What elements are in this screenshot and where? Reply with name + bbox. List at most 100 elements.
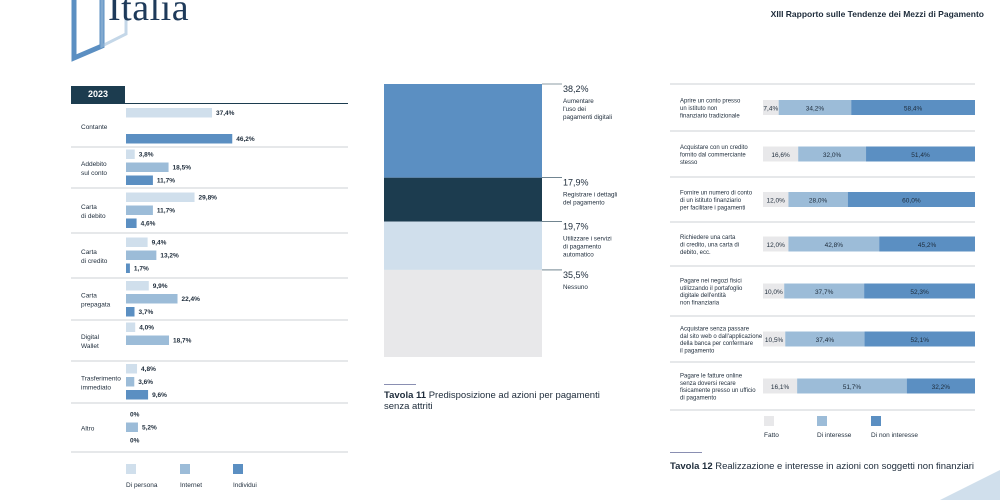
row-label: Acquistare con un credito bbox=[680, 145, 748, 151]
bar-value-label: 18,7% bbox=[173, 338, 192, 345]
bar-individui bbox=[126, 390, 149, 400]
legend-label: Di interesse bbox=[817, 432, 852, 439]
row-label: di credito, una carta di bbox=[680, 243, 739, 249]
caption-tavola-11: Tavola 11 Predisposizione ad azioni per … bbox=[384, 390, 604, 412]
bar-value-label: 11,7% bbox=[157, 178, 175, 185]
bar-value-label: 4,6% bbox=[141, 221, 156, 228]
legend-label: Internet bbox=[180, 482, 202, 489]
bar-internet bbox=[126, 335, 170, 345]
segment-label: Nessuno bbox=[563, 284, 588, 291]
bar-value-label: 11,7% bbox=[157, 208, 175, 215]
segment-value-label: 16,6% bbox=[771, 152, 790, 159]
stack-segment bbox=[384, 84, 542, 178]
segment-label: automatico bbox=[563, 252, 594, 259]
category-label: immediato bbox=[81, 385, 111, 392]
stack-segment bbox=[763, 192, 789, 207]
row-label: non finanziaria bbox=[680, 301, 720, 307]
row-label: fornito dal commerciante bbox=[680, 153, 746, 159]
row-label: della banca per confermare bbox=[680, 341, 754, 347]
italia-frame-graphic bbox=[71, 0, 128, 62]
segment-value-label: 10,0% bbox=[764, 289, 783, 296]
category-label: sul conto bbox=[81, 170, 107, 177]
segment-value-label: 38,2% bbox=[563, 84, 589, 94]
bar-individui bbox=[126, 307, 135, 317]
bar-value-label: 22,4% bbox=[182, 296, 201, 303]
category-label: Wallet bbox=[81, 343, 99, 350]
stack-segment bbox=[763, 331, 786, 347]
segment-value-label: 35,5% bbox=[563, 270, 589, 280]
row-label: finanziario tradizionale bbox=[680, 113, 740, 119]
bar-value-label: 0% bbox=[130, 438, 140, 445]
bar-value-label: 9,6% bbox=[152, 392, 167, 399]
segment-label: Registrare i dettagli bbox=[563, 192, 617, 199]
segment-label: l'uso dei bbox=[563, 106, 586, 113]
row-label: digitale dell'entità bbox=[680, 293, 727, 299]
category-label: Contante bbox=[81, 124, 108, 131]
row-label: di un istituto finanziario bbox=[680, 198, 742, 204]
segment-value-label: 52,1% bbox=[911, 337, 930, 344]
segment-value-label: 19,7% bbox=[563, 222, 589, 232]
row-label: dal sito web o dall'applicazione bbox=[680, 334, 763, 340]
bar-di-persona bbox=[126, 364, 138, 374]
category-label: Carta bbox=[81, 249, 97, 256]
bar-value-label: 46,2% bbox=[236, 136, 255, 143]
row-label: Aprire un conto presso bbox=[680, 99, 741, 105]
segment-value-label: 45,2% bbox=[918, 242, 937, 249]
segment-value-label: 60,0% bbox=[902, 198, 921, 205]
bar-value-label: 1,7% bbox=[134, 266, 149, 273]
stack-segment bbox=[864, 331, 975, 347]
stack-segment bbox=[763, 236, 789, 252]
segment-value-label: 32,2% bbox=[932, 384, 951, 391]
caption-number: Tavola 11 bbox=[384, 390, 427, 401]
segment-value-label: 51,7% bbox=[843, 384, 862, 391]
row-label: per facilitare i pagamenti bbox=[680, 205, 745, 211]
bar-value-label: 3,6% bbox=[138, 379, 153, 386]
segment-value-label: 17,9% bbox=[563, 178, 589, 188]
stack-segment bbox=[851, 100, 975, 115]
bar-internet bbox=[126, 294, 178, 304]
stack-segment bbox=[763, 100, 779, 115]
segment-value-label: 7,4% bbox=[763, 106, 778, 113]
stack-segment bbox=[798, 146, 867, 162]
category-label: di credito bbox=[81, 258, 108, 265]
bar-value-label: 4,8% bbox=[141, 366, 156, 373]
chart-top-rule bbox=[71, 103, 348, 104]
page-title: Italia bbox=[108, 0, 190, 29]
bar-value-label: 4,0% bbox=[139, 325, 154, 332]
segment-value-label: 10,5% bbox=[765, 337, 784, 344]
row-label: utilizzando il portafoglio bbox=[680, 286, 743, 292]
legend-swatch bbox=[817, 416, 827, 426]
row-label: debito, ecc. bbox=[680, 250, 711, 256]
row-label: stesso bbox=[680, 160, 698, 166]
caption-rule-12 bbox=[670, 452, 702, 453]
row-label: il pagamento bbox=[680, 349, 715, 355]
caption-rule-11 bbox=[384, 384, 416, 385]
bar-value-label: 37,4% bbox=[216, 110, 235, 117]
segment-value-label: 32,0% bbox=[823, 152, 842, 159]
segment-value-label: 12,0% bbox=[767, 242, 786, 249]
segment-value-label: 37,7% bbox=[815, 289, 834, 296]
row-label: Pagare nei negozi fisici bbox=[680, 278, 742, 284]
row-label: Acquistare senza passare bbox=[680, 326, 750, 332]
segment-label: Aumentare bbox=[563, 98, 594, 105]
bar-di-persona bbox=[126, 149, 135, 159]
bar-value-label: 9,4% bbox=[152, 240, 167, 247]
stack-segment bbox=[785, 331, 865, 347]
stack-segment bbox=[784, 283, 865, 299]
bar-individui bbox=[126, 175, 153, 185]
segment-value-label: 28,0% bbox=[809, 198, 828, 205]
legend-swatch bbox=[180, 464, 190, 474]
stack-segment bbox=[847, 192, 975, 207]
bar-value-label: 0% bbox=[130, 412, 140, 419]
stack-segment bbox=[866, 146, 975, 162]
segment-value-label: 12,0% bbox=[767, 198, 786, 205]
segment-value-label: 34,2% bbox=[806, 106, 825, 113]
year-badge: 2023 bbox=[71, 86, 125, 103]
segment-value-label: 58,4% bbox=[904, 106, 923, 113]
bar-value-label: 29,8% bbox=[199, 195, 218, 202]
category-label: Trasferimento bbox=[81, 376, 121, 383]
bar-internet bbox=[126, 205, 153, 215]
stack-segment bbox=[384, 269, 542, 357]
